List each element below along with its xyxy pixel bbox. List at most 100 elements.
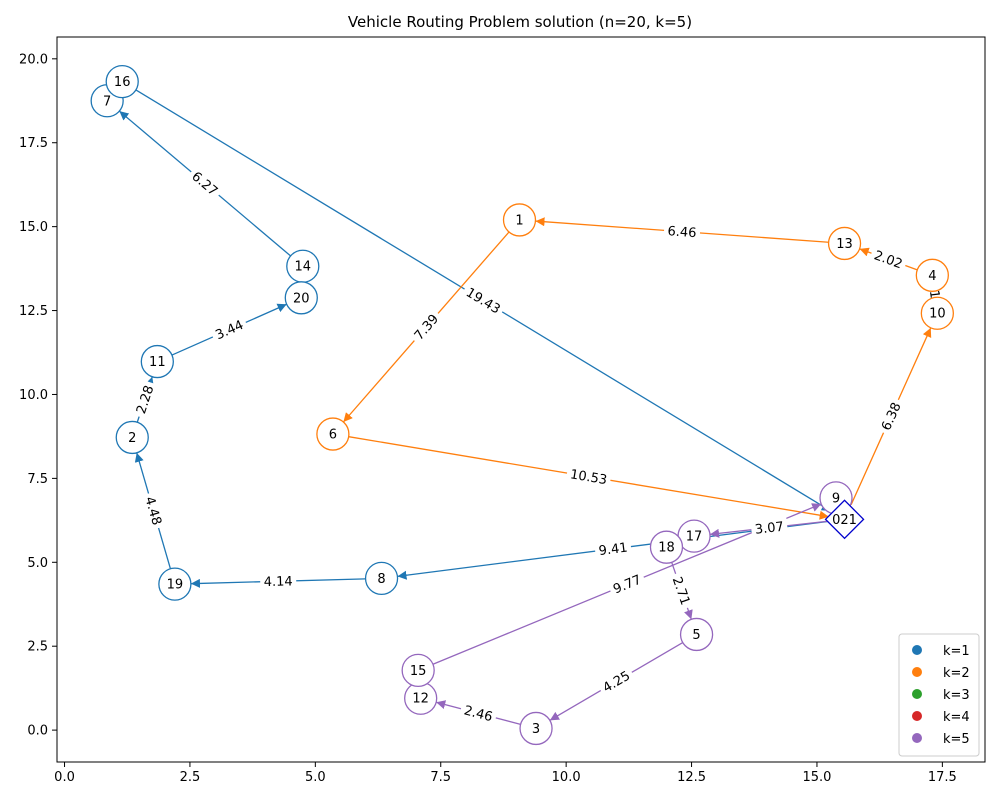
edge-label-background xyxy=(668,570,696,611)
edge-label-group: 6.27 xyxy=(186,165,225,202)
customer-node-label: 12 xyxy=(412,692,429,707)
x-axis: 0.0 2.5 5.0 7.5 10.0 12.5 15.0 17.5 xyxy=(54,762,957,785)
customer-node-8 xyxy=(364,561,399,596)
legend-swatch-k2 xyxy=(912,667,922,677)
y-tick-label: 0.0 xyxy=(27,724,48,739)
edge-label: 9.77 xyxy=(611,573,643,598)
customer-node-label: 3 xyxy=(532,722,540,737)
customer-node-label: 20 xyxy=(293,291,310,306)
edge-labels: 9.41 4.14 4.48 2.28 3.44 8 6.27 19.43 6.38 1 2.02 6… xyxy=(130,165,945,726)
customer-node-label: 7 xyxy=(103,94,111,109)
depot: 021 xyxy=(824,499,865,540)
y-tick-label: 7.5 xyxy=(27,472,48,487)
route-edges xyxy=(111,84,941,726)
customer-node-label: 8 xyxy=(377,572,385,587)
customer-node-6 xyxy=(316,417,350,451)
y-tick-label: 15.0 xyxy=(19,220,48,235)
edge-label: 1 xyxy=(926,289,942,299)
customer-node-5 xyxy=(679,617,714,652)
legend-entry-label: k=2 xyxy=(943,666,970,681)
customer-node-20 xyxy=(284,281,318,315)
x-tick-label: 7.5 xyxy=(430,770,451,785)
edge-label-background xyxy=(750,516,789,538)
edge-label: 2.02 xyxy=(872,248,904,272)
customer-node-10 xyxy=(920,296,954,330)
edge-label-group: 19.43 xyxy=(460,281,507,319)
customer-node-label: 13 xyxy=(836,237,853,252)
edge-label: 2.46 xyxy=(462,703,494,725)
legend-entry-label: k=3 xyxy=(943,688,970,703)
plot-area-frame xyxy=(56,36,986,763)
edge-label-background xyxy=(140,490,168,531)
customer-node-label: 1 xyxy=(515,213,523,228)
customer-node-15 xyxy=(401,653,435,688)
legend-entry-label: k=4 xyxy=(943,710,970,725)
legend-swatch-k3 xyxy=(912,689,922,699)
edge-label-background xyxy=(596,664,636,698)
edge-label-group: 10.53 xyxy=(565,464,612,489)
edge-label-group: 9.41 xyxy=(594,537,632,560)
customer-node-label: 15 xyxy=(410,664,427,679)
customer-node-label: 5 xyxy=(692,628,700,643)
edge-label-background xyxy=(186,165,225,202)
edge-label-group: 9.77 xyxy=(607,568,647,599)
edge-label: 3.44 xyxy=(213,318,246,343)
customer-node-2 xyxy=(115,420,149,455)
edge-label-group: 3.44 xyxy=(209,314,250,345)
customer-node-label: 11 xyxy=(149,355,166,370)
x-tick-label: 17.5 xyxy=(928,770,957,785)
x-tick-label: 0.0 xyxy=(54,770,75,785)
y-tick-label: 20.0 xyxy=(19,52,48,67)
customer-node-11 xyxy=(140,344,174,379)
customer-node-label: 14 xyxy=(295,260,312,275)
edge-label-group: 2.46 xyxy=(458,700,499,726)
chart-title: Vehicle Routing Problem solution (n=20, … xyxy=(348,13,692,31)
edge-label-background xyxy=(875,396,906,436)
customer-node-label: 16 xyxy=(114,75,131,90)
edge-label: 4.48 xyxy=(141,495,163,527)
edge-label: 9.41 xyxy=(598,541,629,560)
customer-node-label: 19 xyxy=(167,578,184,593)
customer-node-label: 9 xyxy=(832,491,840,506)
customer-node-18 xyxy=(649,530,684,564)
edge-label: 2.28 xyxy=(134,384,157,416)
edge-label-background xyxy=(460,281,507,319)
customer-node-19 xyxy=(158,567,192,601)
edge-label: 2.71 xyxy=(669,575,693,607)
edge-label-group: 6.46 xyxy=(663,221,701,241)
edge-label-background xyxy=(259,571,297,590)
legend-swatch-k1 xyxy=(912,645,922,655)
edge-label-group: 2.28 xyxy=(130,379,159,420)
edge-label-background xyxy=(565,464,612,489)
y-tick-label: 17.5 xyxy=(19,136,48,151)
legend-swatch-k4 xyxy=(912,711,922,721)
customer-node-1 xyxy=(502,203,537,237)
edge-label-background xyxy=(594,537,632,560)
legend-entry-label: k=1 xyxy=(943,644,970,659)
edge-label-group: 3.07 xyxy=(750,516,789,538)
x-tick-label: 2.5 xyxy=(180,770,201,785)
edge-label-group: 2.02 xyxy=(868,244,909,274)
edge-label-background xyxy=(663,221,701,241)
edge-label-group: 6.38 xyxy=(875,396,906,436)
edge-label: 6.46 xyxy=(667,224,697,241)
edge-label-background xyxy=(130,379,159,420)
customer-node-label: 4 xyxy=(928,269,936,284)
y-tick-label: 10.0 xyxy=(19,388,48,403)
edge-label-group: 2.71 xyxy=(668,570,696,611)
customer-node-16 xyxy=(105,64,139,99)
edge-label-group: 4.14 xyxy=(259,571,297,590)
x-tick-label: 15.0 xyxy=(802,770,831,785)
customer-node-label: 6 xyxy=(329,428,337,443)
x-tick-label: 12.5 xyxy=(677,770,706,785)
customer-node-label: 18 xyxy=(658,541,675,556)
customer-node-label: 17 xyxy=(686,530,703,545)
edge-label-group: 4.25 xyxy=(596,664,636,698)
y-axis: 0.0 2.5 5.0 7.5 10.0 12.5 15.0 17.5 20.0 xyxy=(19,52,57,739)
edge-label-background xyxy=(407,307,445,346)
legend-swatch-k5 xyxy=(912,733,922,743)
y-tick-label: 2.5 xyxy=(27,640,48,655)
customer-node-3 xyxy=(519,711,553,746)
